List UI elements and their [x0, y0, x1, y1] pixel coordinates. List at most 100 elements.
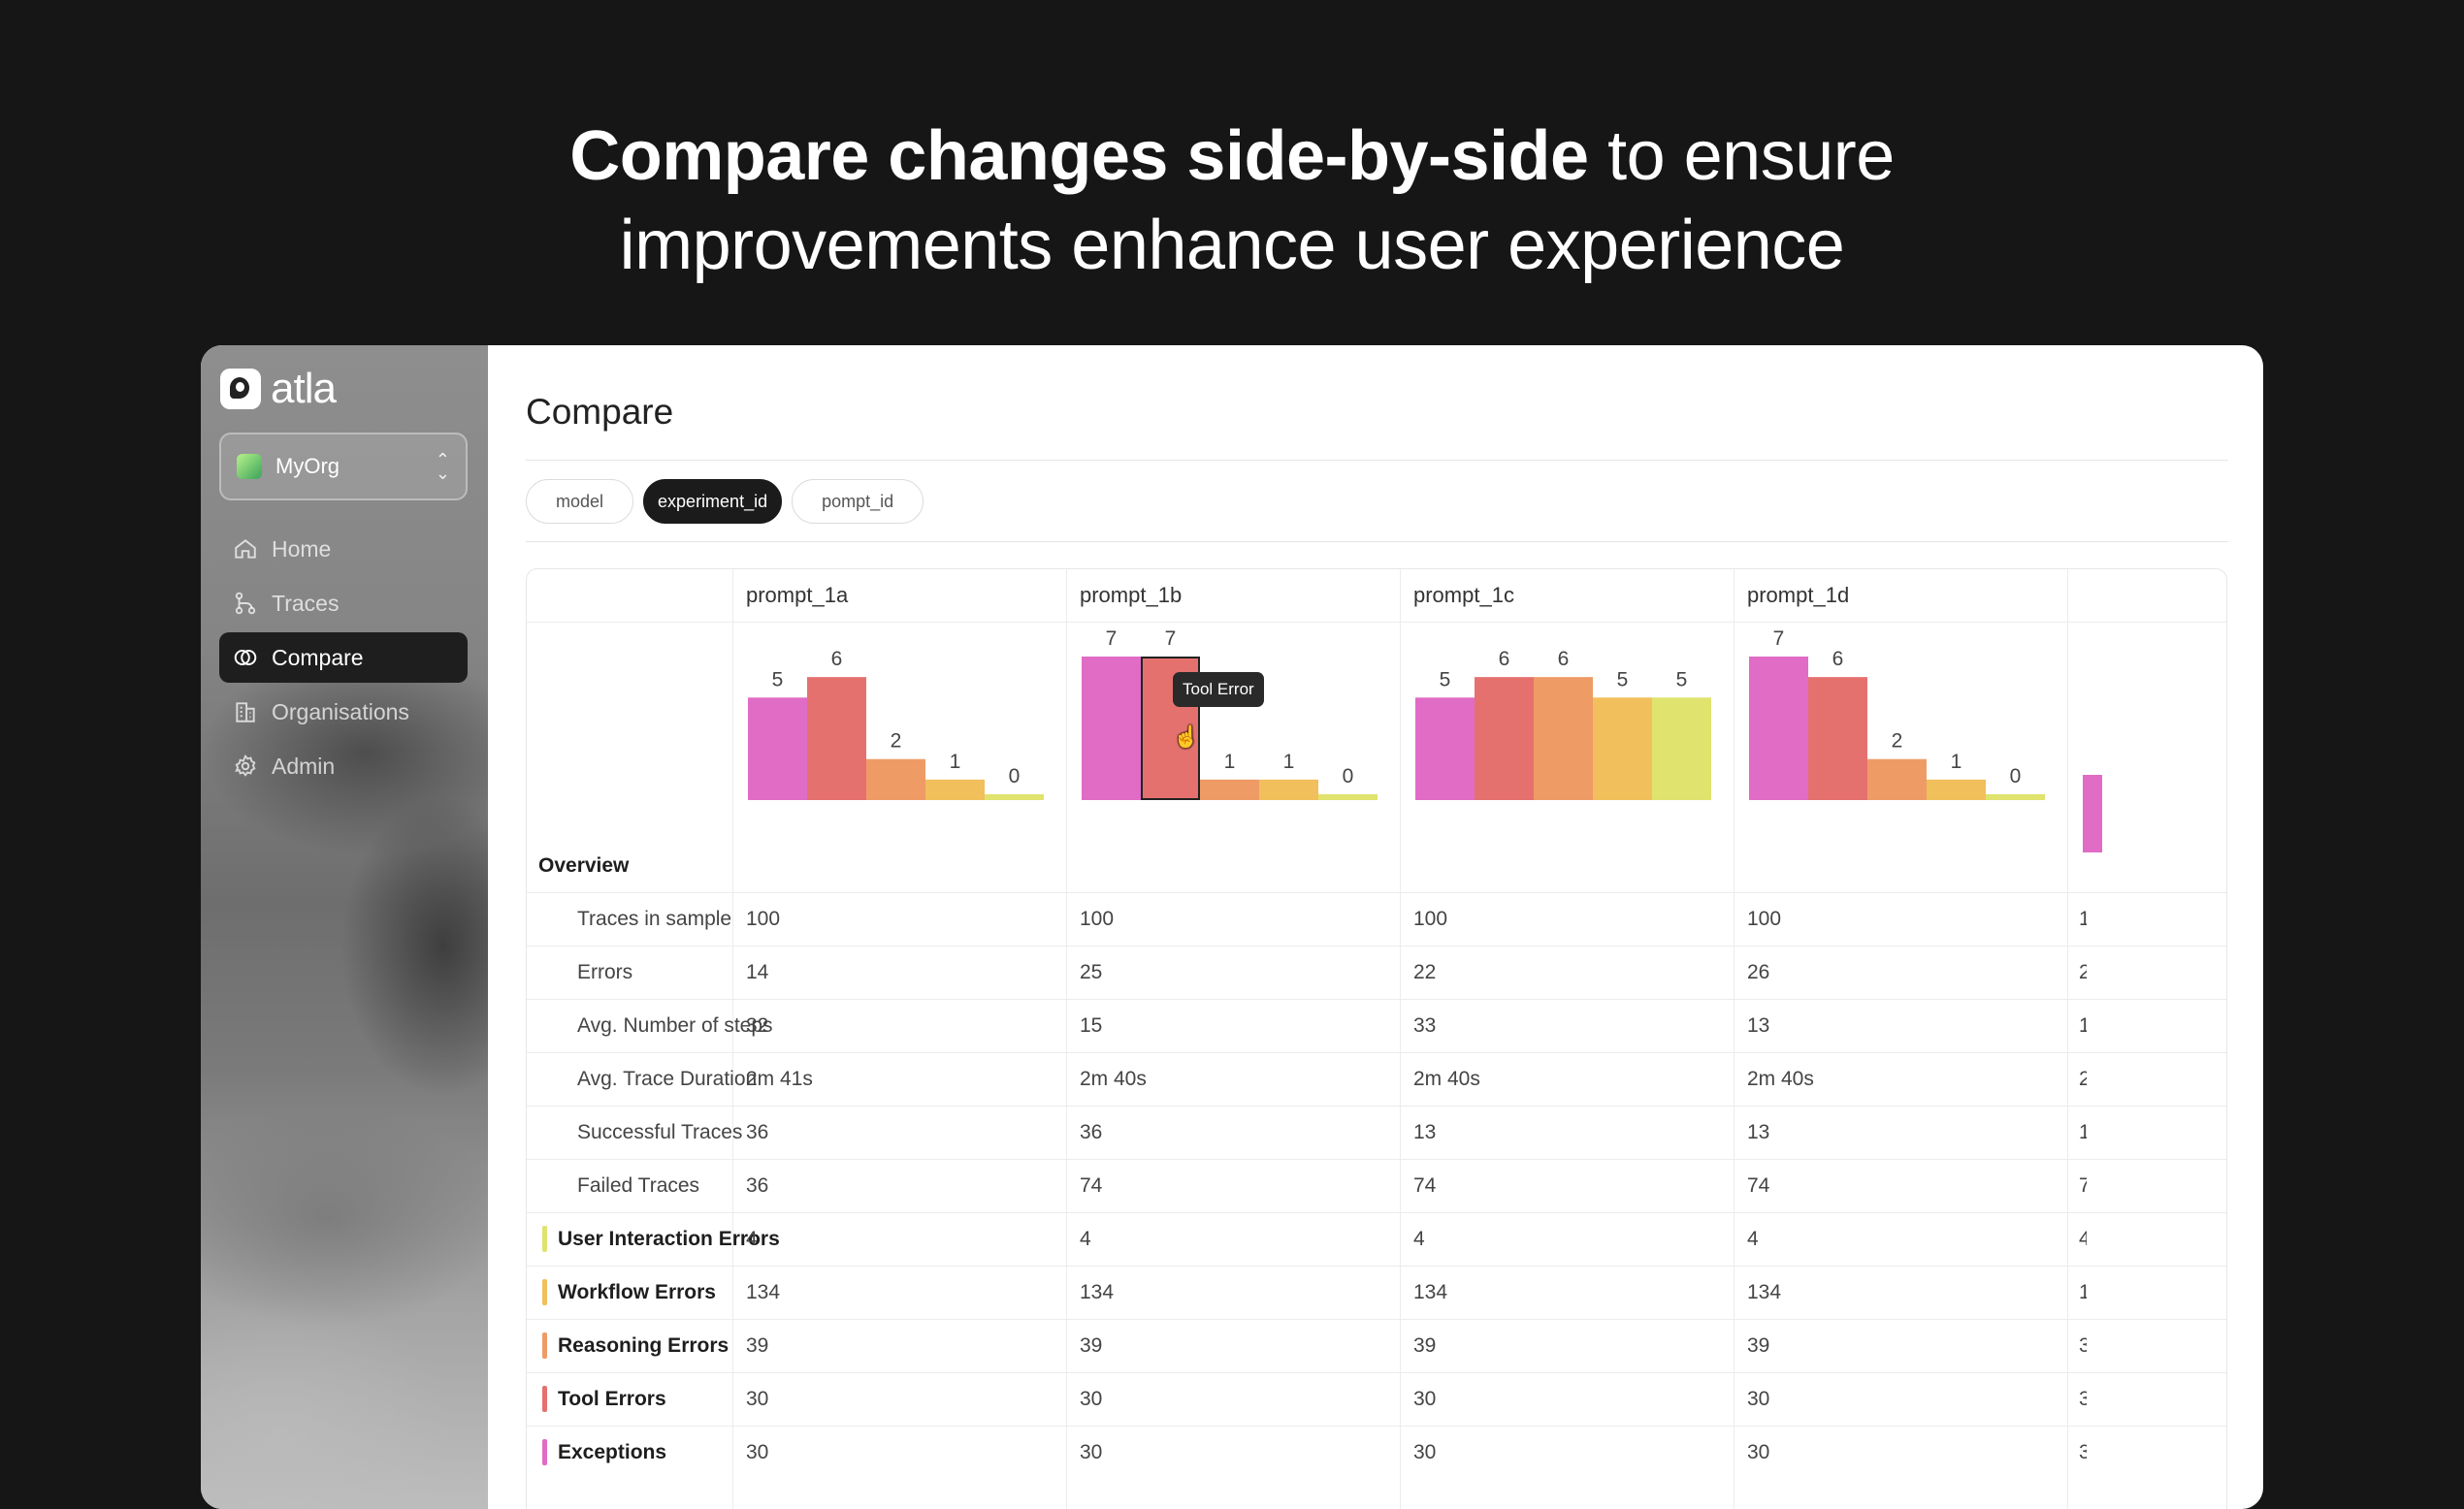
table-cell: 30	[1080, 1441, 1103, 1463]
table-cell: 30	[1080, 1388, 1103, 1410]
table-cell: 25	[1080, 961, 1103, 983]
table-cell: 100	[1413, 908, 1448, 930]
sidebar-item-label: Home	[272, 535, 332, 562]
bar-value-label: 5	[1440, 668, 1451, 690]
table-cell: 13	[1747, 1121, 1770, 1143]
error-chart-prompt-1d: 7 6 2 1 0	[1734, 622, 2067, 839]
bar-workflow-errors[interactable]	[1259, 779, 1318, 800]
bar-user-interaction-errors[interactable]	[1652, 697, 1711, 800]
bar-exceptions[interactable]	[1749, 657, 1808, 800]
bar-workflow-errors[interactable]	[1593, 697, 1652, 800]
table-row[interactable]: Tool Errors 30 30 30 30 30	[527, 1372, 2226, 1426]
header-divider	[527, 622, 2226, 623]
overview-section-row: Overview	[527, 839, 2226, 892]
bar-exceptions[interactable]	[1415, 697, 1475, 800]
bar-reasoning-errors[interactable]	[1534, 677, 1593, 800]
table-cell: 30	[746, 1441, 769, 1463]
column-header-prompt-1b[interactable]: prompt_1b	[1080, 583, 1183, 607]
table-row[interactable]: Exceptions 30 30 30 30 30	[527, 1426, 2226, 1479]
home-icon	[233, 536, 258, 562]
bar-user-interaction-errors[interactable]	[1986, 794, 2045, 800]
table-cell: 74	[1747, 1174, 1770, 1197]
bar-workflow-errors[interactable]	[925, 779, 985, 800]
chart-svg: 7 7 1 1 0	[1082, 627, 1378, 800]
bar-value-label: 7	[1106, 627, 1118, 650]
table-cell-partial: 13	[2067, 1106, 2087, 1159]
bar-hover-outline	[1141, 657, 1200, 800]
table-cell: 22	[1413, 961, 1437, 983]
row-label: Avg. Trace Duration	[577, 1068, 758, 1090]
sidebar-item-home[interactable]: Home	[219, 524, 468, 574]
column-header-prompt-1d[interactable]: prompt_1d	[1747, 583, 1850, 607]
column-divider	[1734, 569, 1735, 1509]
table-row[interactable]: Reasoning Errors 39 39 39 39 39	[527, 1319, 2226, 1372]
sidebar-item-admin[interactable]: Admin	[219, 741, 468, 791]
row-divider	[527, 1212, 2226, 1213]
bar-reasoning-errors[interactable]	[866, 758, 925, 800]
gear-icon	[233, 754, 258, 779]
bar-reasoning-errors[interactable]	[1867, 758, 1927, 800]
bar-tool-errors[interactable]	[807, 677, 866, 800]
table-cell: 134	[1080, 1281, 1115, 1303]
bar-value-label: 0	[1009, 765, 1021, 787]
table-cell: 134	[746, 1281, 781, 1303]
column-divider	[732, 569, 733, 1509]
bar-tool-errors[interactable]	[1808, 677, 1867, 800]
table-row[interactable]: User Interaction Errors44444	[527, 1212, 2226, 1266]
row-divider	[527, 892, 2226, 893]
table-cell: 2m 41s	[746, 1068, 813, 1090]
table-cell: 100	[1080, 908, 1115, 930]
bar-exceptions[interactable]	[1082, 657, 1141, 800]
logo-text: atla	[271, 365, 337, 412]
bar-value-label: 6	[1558, 648, 1570, 670]
org-switcher[interactable]: MyOrg ⌃ ⌄	[219, 433, 468, 500]
table-row[interactable]: Successful Traces3636131313	[527, 1106, 2226, 1159]
table-cell: 36	[746, 1174, 769, 1197]
filter-chip-experiment-id[interactable]: experiment_id	[643, 479, 783, 524]
table-cell: 134	[1413, 1281, 1448, 1303]
table-cell: 13	[1747, 1014, 1770, 1037]
chart-svg: 5 6 6 5 5	[1415, 648, 1711, 800]
bar-tool-errors[interactable]	[1475, 677, 1534, 800]
filter-chip-pompt-id[interactable]: pompt_id	[792, 479, 924, 524]
table-row[interactable]: Avg. Trace Duration 2m 41s 2m 40s 2m 40s 2m …	[527, 1052, 2226, 1106]
bar-value-label: 2	[891, 730, 902, 753]
org-avatar	[237, 454, 262, 479]
table-cell-partial: 26	[2067, 946, 2087, 999]
bar-user-interaction-errors[interactable]	[1318, 794, 1378, 800]
hero-headline: Compare changes side-by-side to ensure i…	[0, 112, 2464, 290]
table-row[interactable]: Traces in sample 100 100 100 100 10	[527, 892, 2226, 946]
table-cell: 39	[1413, 1334, 1437, 1357]
category-color-marker	[542, 1439, 547, 1465]
category-color-marker	[542, 1386, 547, 1412]
sidebar-item-compare[interactable]: Compare	[219, 632, 468, 683]
sidebar-item-traces[interactable]: Traces	[219, 578, 468, 628]
column-header-prompt-1c[interactable]: prompt_1c	[1413, 583, 1514, 607]
row-label: Workflow Errors	[558, 1281, 716, 1303]
bar-reasoning-errors[interactable]	[1200, 779, 1259, 800]
column-header-prompt-1a[interactable]: prompt_1a	[746, 583, 849, 607]
bar-workflow-errors[interactable]	[1927, 779, 1986, 800]
app-window: atla MyOrg ⌃ ⌄ Home Traces Compare Organisat…	[201, 345, 2263, 1509]
table-row[interactable]: Errors 14 25 22 26 26	[527, 946, 2226, 999]
column-divider	[1400, 569, 1401, 1509]
logo[interactable]: atla	[220, 365, 337, 413]
filters-divider	[526, 541, 2228, 542]
table-row[interactable]: Workflow Errors 134 134 134 134 13	[527, 1266, 2226, 1319]
filter-chip-model[interactable]: model	[526, 479, 634, 524]
table-row[interactable]: Failed Traces 36 74 74 74 74	[527, 1159, 2226, 1212]
bar-exceptions[interactable]	[748, 697, 807, 800]
sidebar-item-label: Admin	[272, 753, 336, 779]
sidebar-item-organisations[interactable]: Organisations	[219, 687, 468, 737]
sidebar-nav: Home Traces Compare Organisations Admin	[219, 524, 468, 795]
table-cell: 100	[746, 908, 781, 930]
bar-value-label: 5	[1676, 668, 1688, 690]
table-cell: 2m 40s	[1413, 1068, 1480, 1090]
table-cell: 74	[1413, 1174, 1437, 1197]
bar-value-label: 0	[2010, 765, 2022, 787]
table-cell: 15	[1080, 1014, 1103, 1037]
table-cell-partial: 30	[2067, 1372, 2087, 1426]
table-cell: 4	[1413, 1228, 1425, 1250]
bar-user-interaction-errors[interactable]	[985, 794, 1044, 800]
